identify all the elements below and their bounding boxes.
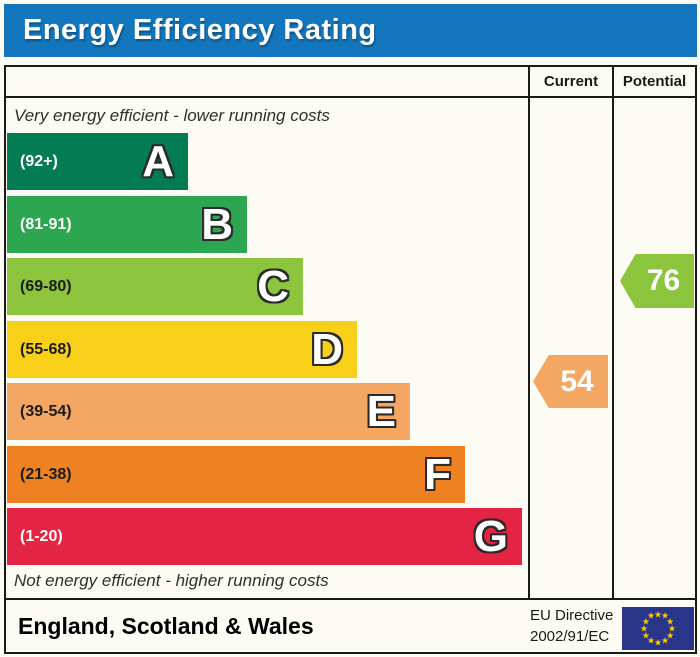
star-icon: ★	[666, 630, 675, 640]
star-icon: ★	[667, 623, 677, 633]
band-letter: D	[311, 325, 343, 374]
star-icon: ★	[641, 630, 650, 640]
current-column-header: Current	[543, 73, 599, 90]
band-row-d: (55-68) D	[7, 321, 357, 378]
star-icon: ★	[666, 616, 675, 626]
band-range-label: (55-68)	[20, 341, 72, 358]
current-rating-value: 54	[560, 364, 594, 398]
star-icon: ★	[653, 637, 663, 647]
eu-directive-line1: EU Directive	[530, 607, 614, 624]
band-range-label: (81-91)	[20, 216, 72, 233]
band-range-label: (39-54)	[20, 403, 72, 420]
band-letter: A	[142, 137, 174, 186]
bottom-note: Not energy efficient - higher running co…	[14, 571, 329, 590]
band-letter: C	[257, 262, 289, 311]
star-icon: ★	[653, 609, 663, 619]
band-range-label: (21-38)	[20, 466, 72, 483]
band-row-e: (39-54) E	[7, 383, 410, 440]
band-letter: E	[366, 387, 396, 436]
star-icon: ★	[646, 610, 656, 621]
potential-rating-arrow: 76	[620, 254, 694, 308]
band-row-f: (21-38) F	[7, 446, 465, 503]
title-bar: Energy Efficiency Rating	[4, 4, 697, 57]
band-row-c: (69-80) C	[7, 258, 303, 315]
star-icon: ★	[639, 623, 649, 633]
star-icon: ★	[646, 635, 656, 646]
band-row-g: (1-20) G	[7, 508, 522, 565]
band-letter: G	[473, 512, 508, 561]
star-icon: ★	[660, 635, 670, 646]
band-row-b: (81-91) B	[7, 196, 247, 253]
band-letter: B	[201, 200, 233, 249]
potential-column-header: Potential	[622, 73, 687, 90]
page-title: Energy Efficiency Rating	[23, 14, 377, 46]
chart-area: Very energy efficient - lower running co…	[6, 98, 695, 598]
band-range-label: (69-80)	[20, 278, 72, 295]
table-header-row: Current Potential	[6, 67, 695, 98]
band-range-label: (92+)	[20, 153, 58, 170]
star-icon: ★	[641, 616, 650, 626]
rating-table: Current Potential Very energy efficient …	[4, 65, 697, 654]
top-note: Very energy efficient - lower running co…	[14, 106, 330, 125]
band-row-a: (92+) A	[7, 133, 188, 190]
footer-row: England, Scotland & Wales EU Directive 2…	[6, 598, 695, 652]
eu-flag-icon: ★ ★ ★ ★ ★ ★ ★ ★ ★ ★ ★ ★	[622, 607, 694, 650]
band-range-label: (1-20)	[20, 528, 63, 545]
band-letter: F	[424, 450, 451, 499]
eu-directive-line2: 2002/91/EC	[530, 628, 610, 645]
current-rating-arrow: 54	[533, 355, 608, 408]
eu-directive-label: EU Directive 2002/91/EC	[530, 605, 613, 647]
star-icon: ★	[660, 610, 670, 621]
region-label: England, Scotland & Wales	[18, 612, 314, 639]
potential-rating-value: 76	[646, 264, 681, 297]
